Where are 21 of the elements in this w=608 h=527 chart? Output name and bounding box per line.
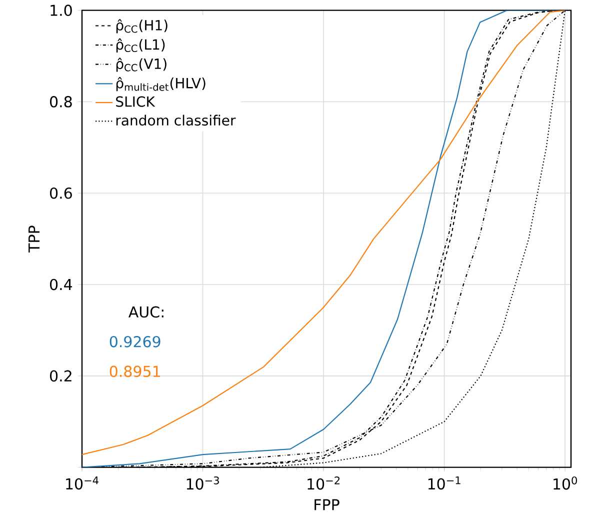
x-tick-label: 10$^{−1}$	[428, 476, 460, 490]
y-tick-label: 0.8	[50, 96, 72, 108]
y-tick-label: 0.4	[50, 278, 72, 290]
y-tick-label: 0.6	[50, 187, 72, 199]
legend-label: ρ̂$_{multi-det}$(HLV)	[116, 76, 206, 91]
annotation: 0.8951	[110, 366, 160, 377]
y-tick-label: 1.0	[50, 4, 72, 16]
y-tick-label: 0.2	[50, 370, 72, 382]
legend-label: ρ̂$_{CC}$(H1)	[116, 18, 168, 34]
x-tick-label: 10$^{0}$	[554, 476, 577, 490]
x-tick-label: 10$^{−4}$	[66, 476, 98, 490]
y-axis-title: TPP	[28, 226, 40, 252]
annotation: 0.9269	[110, 336, 160, 348]
x-tick-label: 10$^{−3}$	[186, 476, 219, 490]
x-tick-label: 10$^{−2}$	[308, 476, 340, 490]
annotation: AUC:	[128, 306, 164, 318]
legend-label: random classifier	[116, 114, 236, 126]
x-axis-title: FPP	[314, 499, 340, 510]
legend-label: ρ̂$_{CC}$(L1)	[116, 38, 165, 52]
legend-label: ρ̂$_{CC}$(V1)	[116, 58, 166, 72]
legend-label: SLICK	[116, 96, 156, 107]
